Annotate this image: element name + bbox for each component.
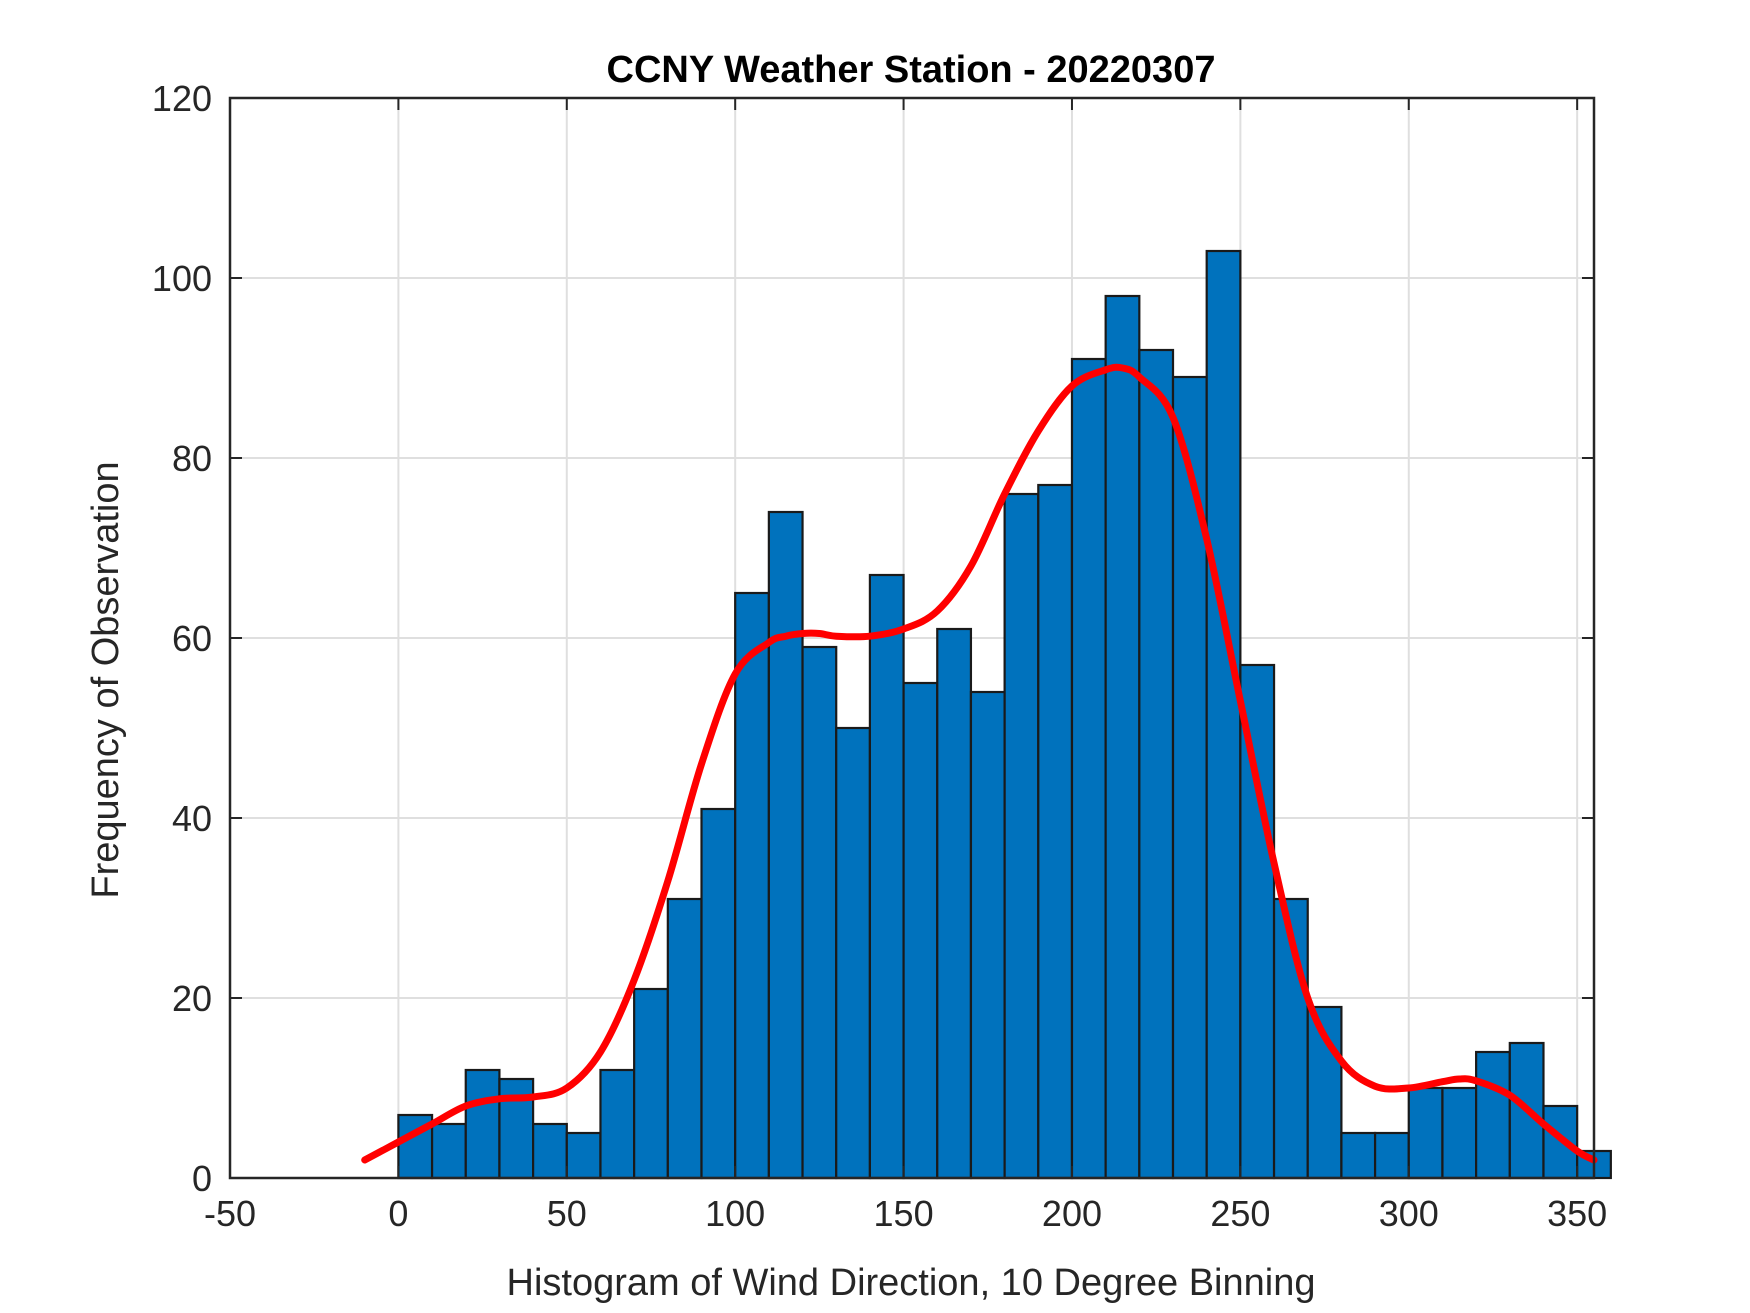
tick-marks	[229, 97, 1594, 1179]
histogram-bar	[1037, 483, 1074, 1180]
y-tick-labels: 0 20 40 60 80 100 120	[152, 78, 212, 1199]
histogram-bar	[430, 1122, 467, 1180]
y-tick-label: 60	[172, 618, 212, 659]
y-tick-label: 120	[152, 78, 212, 119]
y-tick-label: 20	[172, 978, 212, 1019]
x-tick-labels: -50 0 50 100 150 200 250 300 350	[204, 1193, 1607, 1234]
x-tick-label: 150	[874, 1193, 934, 1234]
x-tick-label: 200	[1042, 1193, 1102, 1234]
histogram-bar	[633, 987, 669, 1180]
histogram-bar	[666, 897, 703, 1180]
y-tick-label: 80	[172, 438, 212, 479]
x-tick-label: 100	[705, 1193, 765, 1234]
chart-title: CCNY Weather Station - 20220307	[607, 49, 1216, 91]
histogram-bar	[767, 510, 804, 1180]
histogram-bar	[599, 1068, 636, 1180]
histogram-bar	[801, 645, 838, 1180]
histogram-bar	[565, 1131, 602, 1180]
histogram-bar	[1340, 1131, 1377, 1180]
histogram-bar	[969, 690, 1006, 1180]
fit-curve	[361, 363, 1598, 1164]
x-tick-label: 50	[547, 1193, 587, 1234]
histogram-bar	[700, 807, 737, 1180]
histogram-bar	[936, 627, 973, 1180]
y-tick-label: 40	[172, 798, 212, 839]
x-tick-label: 300	[1379, 1193, 1439, 1234]
histogram-bar	[1171, 375, 1208, 1180]
histogram-bar	[1441, 1086, 1478, 1180]
histogram-bar	[1138, 348, 1175, 1180]
fit-curve-group	[361, 363, 1598, 1164]
x-tick-label: 0	[388, 1193, 408, 1234]
histogram-bar	[1003, 492, 1040, 1180]
histogram-bar	[868, 573, 905, 1180]
x-tick-label: -50	[204, 1193, 256, 1234]
histogram-bar	[498, 1077, 535, 1180]
histogram-bar	[464, 1068, 501, 1180]
histogram-bar	[734, 591, 770, 1180]
histogram-bar	[835, 726, 872, 1180]
histogram-bar	[1475, 1050, 1511, 1180]
histogram-bar	[1205, 249, 1242, 1180]
y-axis-label: Frequency of Observation	[85, 461, 127, 898]
histogram-bar	[1508, 1041, 1545, 1180]
x-tick-label: 350	[1547, 1193, 1607, 1234]
histogram-bar	[1070, 357, 1107, 1180]
histogram-bar	[1407, 1086, 1444, 1180]
y-tick-label: 100	[152, 258, 212, 299]
histogram-bars	[397, 249, 1612, 1180]
y-tick-label: 0	[192, 1158, 212, 1199]
histogram-bar	[532, 1122, 568, 1180]
x-axis-label: Histogram of Wind Direction, 10 Degree B…	[507, 1262, 1316, 1304]
histogram-bar	[1373, 1131, 1410, 1180]
x-tick-label: 250	[1210, 1193, 1270, 1234]
histogram-bar	[1104, 294, 1141, 1180]
histogram-bar	[902, 681, 939, 1180]
